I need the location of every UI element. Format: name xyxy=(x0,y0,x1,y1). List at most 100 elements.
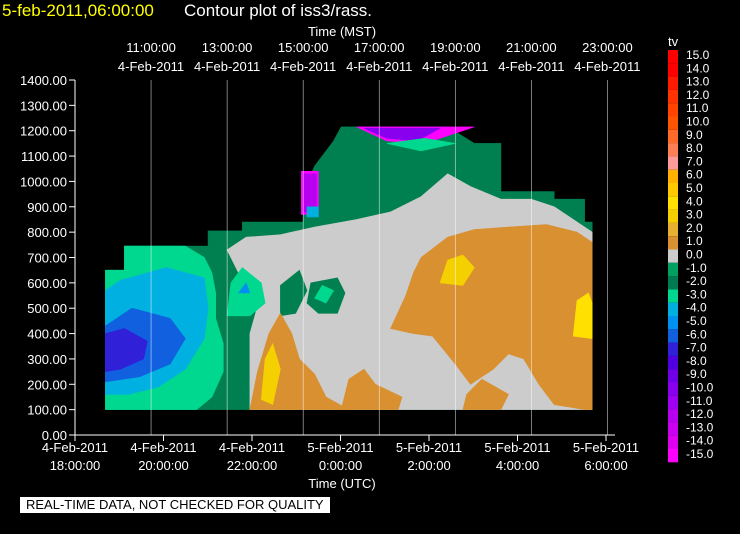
x-top-tick-date: 4-Feb-2011 xyxy=(346,59,412,74)
contour-region xyxy=(439,254,475,286)
contour-region xyxy=(302,173,317,213)
x-top-tick-time: 19:00:00 xyxy=(430,40,481,55)
x-top-tick-time: 11:00:00 xyxy=(126,40,176,55)
y-tick-label: 300.00 xyxy=(27,352,67,367)
legend-swatch xyxy=(668,183,678,197)
legend-level-label: 5.0 xyxy=(686,181,703,195)
legend-swatch xyxy=(668,196,678,210)
legend-level-label: 7.0 xyxy=(686,154,703,168)
contour-region xyxy=(260,342,281,406)
x-top-tick-time: 21:00:00 xyxy=(506,40,557,55)
legend-swatch xyxy=(668,209,678,223)
x-bottom-tick-time: 4:00:00 xyxy=(496,458,539,473)
y-tick-label: 900.00 xyxy=(27,200,67,215)
contour-region xyxy=(105,328,148,372)
x-top-tick-date: 4-Feb-2011 xyxy=(118,59,184,74)
x-top-tick-date: 4-Feb-2011 xyxy=(498,59,564,74)
contour-region xyxy=(572,292,593,339)
legend-swatch xyxy=(668,76,678,90)
legend-swatch xyxy=(668,89,678,104)
legend-level-label: -1.0 xyxy=(686,261,707,275)
chart-title: Contour plot of iss3/rass. xyxy=(184,1,373,20)
contour-region xyxy=(462,378,509,410)
x-top-tick-time: 23:00:00 xyxy=(582,40,633,55)
x-top-tick-date: 4-Feb-2011 xyxy=(194,59,260,74)
x-bottom-tick-time: 18:00:00 xyxy=(50,458,101,473)
legend-swatch xyxy=(668,129,678,144)
legend-level-label: -10.0 xyxy=(686,381,714,395)
legend-swatch xyxy=(668,449,678,463)
x-bottom-tick-date: 5-Feb-2011 xyxy=(573,440,639,455)
legend-swatch xyxy=(668,395,678,410)
legend-level-label: 3.0 xyxy=(686,208,703,222)
y-tick-label: 100.00 xyxy=(27,403,67,418)
contour-region xyxy=(390,224,593,410)
legend-level-label: 8.0 xyxy=(686,141,703,155)
y-tick-label: 800.00 xyxy=(27,225,67,240)
contour-region xyxy=(237,282,251,294)
legend-level-label: 9.0 xyxy=(686,128,703,142)
y-tick-label: 400.00 xyxy=(27,327,67,342)
legend-level-label: 12.0 xyxy=(686,88,710,102)
x-top-axis-label: Time (MST) xyxy=(308,24,376,39)
legend-swatch xyxy=(668,156,678,170)
header-date: 5-feb-2011,06:00:00 xyxy=(2,1,154,20)
x-top-tick-date: 4-Feb-2011 xyxy=(422,59,488,74)
legend-swatch xyxy=(668,289,678,303)
legend-level-label: -14.0 xyxy=(686,434,714,448)
legend-level-label: 6.0 xyxy=(686,168,703,182)
x-bottom-tick-time: 0:00:00 xyxy=(319,458,362,473)
legend-swatch xyxy=(668,329,678,343)
legend-level-label: 10.0 xyxy=(686,115,710,129)
legend-swatch xyxy=(668,222,678,237)
legend-level-label: 15.0 xyxy=(686,48,710,62)
legend-level-label: -9.0 xyxy=(686,367,707,381)
legend-level-label: -12.0 xyxy=(686,407,714,421)
legend-level-label: 4.0 xyxy=(686,194,703,208)
x-bottom-tick-date: 5-Feb-2011 xyxy=(307,440,373,455)
legend-swatch xyxy=(668,316,678,330)
y-tick-label: 1300.00 xyxy=(20,98,67,113)
x-bottom-tick-date: 5-Feb-2011 xyxy=(396,440,462,455)
legend-swatch xyxy=(668,50,678,64)
legend-level-label: 14.0 xyxy=(686,61,710,75)
x-bottom-axis-label: Time (UTC) xyxy=(308,476,375,491)
y-tick-label: 1200.00 xyxy=(20,124,67,139)
colorbar-legend: tv 15.014.013.012.011.010.09.08.07.06.05… xyxy=(668,34,714,463)
y-tick-label: 500.00 xyxy=(27,301,67,316)
legend-level-label: 13.0 xyxy=(686,75,710,89)
legend-swatch xyxy=(668,409,678,423)
y-tick-label: 1400.00 xyxy=(20,73,67,88)
legend-level-label: 0.0 xyxy=(686,248,703,262)
x-top-tick-time: 15:00:00 xyxy=(278,40,329,55)
legend-swatch xyxy=(668,369,678,383)
legend-swatch xyxy=(668,355,678,370)
legend-level-label: -8.0 xyxy=(686,354,707,368)
x-top-tick-time: 13:00:00 xyxy=(202,40,253,55)
legend-swatch xyxy=(668,262,678,277)
legend-level-label: -13.0 xyxy=(686,420,714,434)
x-bottom-tick-time: 2:00:00 xyxy=(407,458,450,473)
legend-level-label: -4.0 xyxy=(686,301,707,315)
x-bottom-tick-time: 6:00:00 xyxy=(584,458,627,473)
legend-swatch xyxy=(668,302,678,316)
legend-level-label: 2.0 xyxy=(686,221,703,235)
contour-fills xyxy=(105,126,593,410)
y-tick-label: 1100.00 xyxy=(21,149,67,164)
y-tick-label: 700.00 xyxy=(27,251,67,266)
contour-region xyxy=(306,206,319,218)
x-bottom-tick-time: 20:00:00 xyxy=(138,458,189,473)
grid-lines xyxy=(150,80,608,435)
legend-swatch xyxy=(668,435,678,449)
y-tick-label: 200.00 xyxy=(27,377,67,392)
legend-level-label: 1.0 xyxy=(686,234,703,248)
contour-region xyxy=(340,368,403,410)
legend-level-label: 11.0 xyxy=(686,101,709,115)
contour-region xyxy=(314,285,335,304)
x-bottom-tick-date: 5-Feb-2011 xyxy=(484,440,550,455)
legend-level-label: -5.0 xyxy=(686,314,707,328)
legend-level-label: -6.0 xyxy=(686,327,707,341)
x-top-tick-time: 17:00:00 xyxy=(354,40,405,55)
legend-swatch xyxy=(668,276,678,290)
